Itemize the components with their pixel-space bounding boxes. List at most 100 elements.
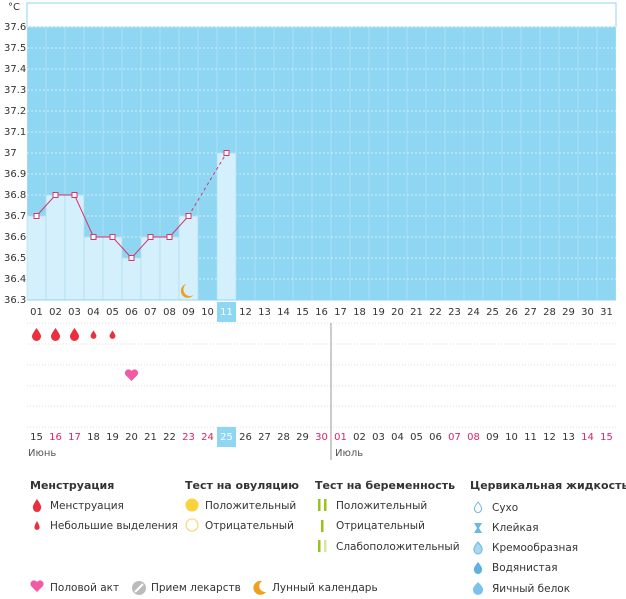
x-tick-label: 13: [258, 307, 271, 318]
icon: [253, 580, 266, 595]
x-tick-label: 02: [49, 307, 62, 318]
cycle-day-label: 05: [410, 432, 423, 443]
x-tick-label: 29: [562, 307, 575, 318]
icon: [134, 583, 144, 593]
connector-line: [188, 152, 227, 217]
bar: [45, 194, 66, 301]
legend-title: Менструация: [30, 479, 114, 492]
current-day-box: [217, 302, 236, 322]
cycle-day-label: 10: [505, 432, 518, 443]
icon: [30, 580, 44, 592]
x-tick-label: 19: [372, 307, 385, 318]
cycle-day-label: 27: [258, 432, 271, 443]
cycle-day-label: 20: [125, 432, 138, 443]
x-tick-label: 04: [87, 307, 100, 318]
cycle-day-label: 08: [467, 432, 480, 443]
bar: [216, 152, 237, 301]
current-cycle-box: [217, 427, 236, 447]
cycle-day-label: 19: [106, 432, 119, 443]
x-tick-label: 10: [201, 307, 214, 318]
cycle-day-label: 12: [543, 432, 556, 443]
y-tick-label: 37.6: [4, 22, 26, 33]
cycle-day-label: 13: [562, 432, 575, 443]
x-tick-label: 06: [125, 307, 138, 318]
y-tick-label: 37.5: [4, 43, 26, 54]
point: [33, 213, 40, 219]
cycle-day-label: 01: [334, 432, 347, 443]
x-tick-label: 14: [277, 307, 290, 318]
icon: [473, 541, 483, 555]
menstruation-mark: [69, 328, 80, 341]
icon: [32, 499, 42, 512]
x-tick-label: 30: [581, 307, 594, 318]
legend-title: Цервикальная жидкость: [470, 479, 626, 492]
x-tick-label: 08: [163, 307, 176, 318]
cycle-day-label: 24: [201, 432, 214, 443]
x-tick-label: 05: [106, 307, 119, 318]
y-tick-label: 36.5: [4, 253, 26, 264]
cycle-day-label: 14: [581, 432, 594, 443]
x-tick-label: 24: [467, 307, 480, 318]
icon: [321, 520, 324, 532]
legend-item: Небольшие выделения: [50, 520, 178, 532]
cycle-day-label: 15: [30, 432, 43, 443]
legend-item: Клейкая: [492, 522, 539, 534]
x-tick-label: 09: [182, 307, 195, 318]
icon: [185, 498, 199, 512]
y-tick-label: 36.4: [4, 274, 26, 285]
point: [109, 234, 116, 240]
y-tick-label: 37: [4, 148, 17, 159]
plot-top: [26, 2, 617, 28]
x-tick-label: 28: [543, 307, 556, 318]
point: [52, 192, 59, 198]
cycle-day-label: 21: [144, 432, 157, 443]
menstruation-mark: [109, 330, 116, 339]
bar: [159, 236, 180, 301]
legend-item: Отрицательный: [336, 520, 425, 532]
legend-item: Водянистая: [492, 562, 558, 574]
y-tick-label: 36.9: [4, 169, 26, 180]
x-tick-label: 16: [315, 307, 328, 318]
x-tick-label: 17: [334, 307, 347, 318]
icon: [185, 518, 199, 532]
cycle-day-label: 29: [296, 432, 309, 443]
icon: [324, 499, 327, 511]
y-tick-label: 36.6: [4, 232, 26, 243]
cycle-day-label: 22: [163, 432, 176, 443]
point: [128, 255, 135, 261]
icon: [318, 540, 321, 552]
point: [223, 150, 230, 156]
cycle-day-label: 03: [372, 432, 385, 443]
y-tick-label: 37.3: [4, 85, 26, 96]
bar: [140, 236, 161, 301]
y-tick-label: 37.2: [4, 106, 26, 117]
cycle-day-label: 30: [315, 432, 328, 443]
legend-item: Менструация: [50, 500, 124, 512]
cycle-day-label: 18: [87, 432, 100, 443]
y-tick-label: 37.4: [4, 64, 26, 75]
legend-item: Сухо: [492, 502, 518, 514]
x-tick-label: 31: [600, 307, 613, 318]
legend-item: Положительный: [336, 500, 427, 512]
bar: [26, 215, 47, 301]
cycle-day-label: 28: [277, 432, 290, 443]
lunar-mark: [180, 284, 194, 298]
cycle-day-label: 26: [239, 432, 252, 443]
legend-title: Тест на беременность: [315, 479, 455, 492]
bar: [102, 236, 123, 301]
legend-item: Лунный календарь: [272, 582, 378, 594]
x-tick-label: 01: [30, 307, 43, 318]
month-label: Июнь: [28, 448, 56, 459]
point: [90, 234, 97, 240]
legend-item: Половой акт: [50, 582, 119, 594]
point: [147, 234, 154, 240]
legend-item: Прием лекарств: [151, 582, 241, 594]
x-tick-label: 26: [505, 307, 518, 318]
icon: [472, 582, 484, 595]
x-tick-label: 03: [68, 307, 81, 318]
icon: [473, 501, 483, 513]
x-tick-label: 15: [296, 307, 309, 318]
icon: [34, 521, 40, 530]
point: [71, 192, 78, 198]
cycle-day-label: 06: [429, 432, 442, 443]
